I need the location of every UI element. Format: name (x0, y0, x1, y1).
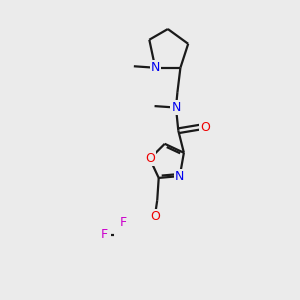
Polygon shape (114, 218, 159, 270)
Text: N: N (171, 101, 181, 114)
Text: N: N (151, 61, 160, 74)
Text: O: O (145, 152, 155, 165)
Text: O: O (200, 121, 210, 134)
Text: F: F (100, 228, 108, 241)
Text: F: F (119, 216, 127, 229)
Text: O: O (150, 210, 160, 223)
Text: N: N (175, 169, 184, 183)
